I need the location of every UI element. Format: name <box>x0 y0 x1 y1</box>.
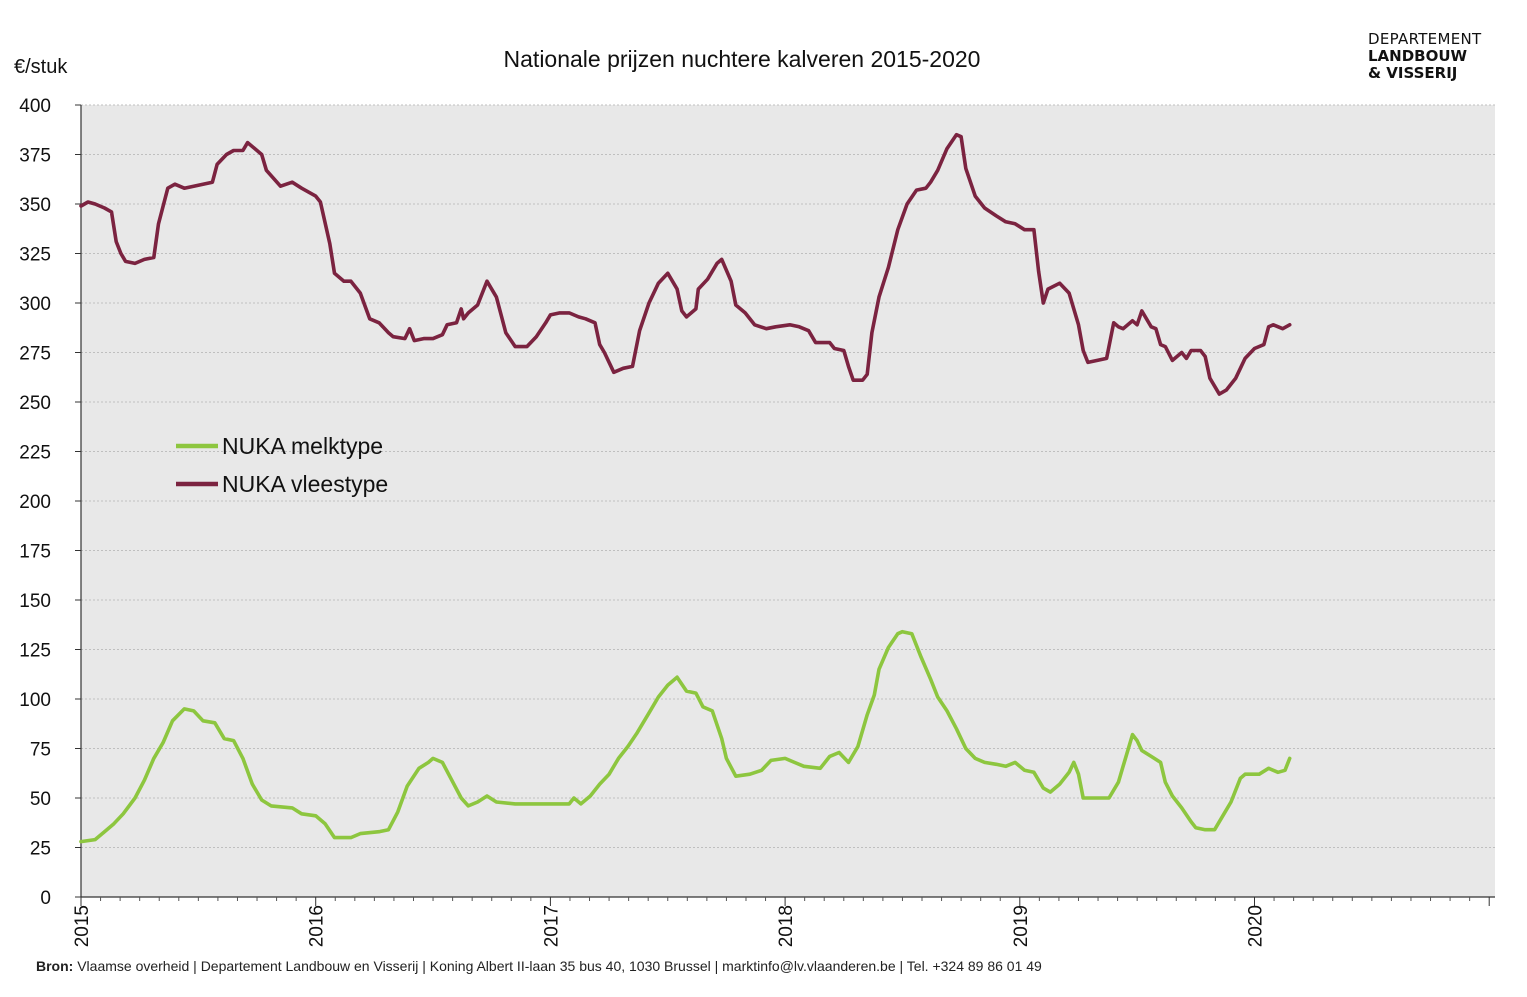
y-tick-label: 125 <box>19 641 51 662</box>
department-logo: DEPARTEMENT LANDBOUW & VISSERIJ <box>1368 31 1481 82</box>
legend-label-melktype: NUKA melktype <box>222 433 383 459</box>
x-tick-label: 2017 <box>541 905 562 947</box>
source-text: Vlaamse overheid | Departement Landbouw … <box>73 958 1042 974</box>
x-tick-label: 2018 <box>776 905 797 947</box>
x-tick-label: 2019 <box>1011 905 1032 947</box>
x-axis-ticks: 2015 2016 2017 2018 2019 2020 <box>72 897 1490 947</box>
x-tick-label: 2016 <box>307 905 328 947</box>
y-tick-label: 375 <box>19 146 51 167</box>
series-line-melktype <box>79 629 1292 844</box>
series-line-vleestype <box>79 132 1292 396</box>
y-axis-unit-label: €/stuk <box>14 56 68 78</box>
y-tick-label: 50 <box>30 789 51 810</box>
y-tick-label: 350 <box>19 195 51 216</box>
series-lines <box>79 132 1292 844</box>
y-tick-label: 100 <box>19 690 51 711</box>
x-tick-label: 2015 <box>72 905 93 947</box>
source-footnote: Bron: Vlaamse overheid | Departement Lan… <box>36 958 1042 974</box>
y-tick-label: 400 <box>19 96 51 117</box>
logo-line-2: LANDBOUW <box>1368 47 1468 65</box>
y-tick-label: 0 <box>40 888 51 909</box>
source-label: Bron: <box>36 958 74 974</box>
logo-line-3: & VISSERIJ <box>1368 64 1458 82</box>
x-tick-label: 2020 <box>1246 905 1267 947</box>
y-tick-label: 200 <box>19 492 51 513</box>
y-tick-label: 25 <box>30 839 51 860</box>
legend-label-vleestype: NUKA vleestype <box>222 471 388 497</box>
chart-title: Nationale prijzen nuchtere kalveren 2015… <box>504 46 981 72</box>
y-tick-label: 300 <box>19 294 51 315</box>
y-tick-label: 275 <box>19 344 51 365</box>
y-tick-label: 75 <box>30 740 51 761</box>
y-axis-ticks: 0 25 50 75 100 125 150 175 200 225 250 275 300 325 350… <box>19 96 81 909</box>
plot-area <box>81 105 1495 897</box>
y-tick-label: 150 <box>19 591 51 612</box>
logo-line-1: DEPARTEMENT <box>1368 30 1482 48</box>
legend: NUKA melktype NUKA vleestype <box>176 433 388 497</box>
y-tick-label: 175 <box>19 542 51 563</box>
y-tick-label: 250 <box>19 393 51 414</box>
y-tick-label: 325 <box>19 245 51 266</box>
y-tick-label: 225 <box>19 443 51 464</box>
